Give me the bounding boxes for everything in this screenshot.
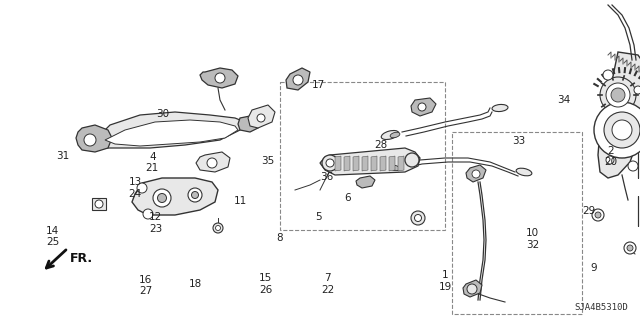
Ellipse shape [390, 132, 400, 138]
Ellipse shape [390, 165, 400, 171]
Text: 31: 31 [56, 151, 69, 161]
Text: 10
32: 10 32 [526, 228, 539, 250]
Bar [92, 198, 106, 210]
Bar [452, 132, 582, 314]
Polygon shape [132, 178, 218, 215]
Circle shape [322, 155, 338, 171]
Ellipse shape [516, 168, 532, 176]
Text: 4
21: 4 21 [146, 152, 159, 174]
Text: 13
24: 13 24 [129, 177, 141, 199]
Circle shape [293, 75, 303, 85]
Polygon shape [200, 68, 238, 88]
Text: FR.: FR. [70, 251, 93, 264]
Circle shape [612, 120, 632, 140]
Text: 12
23: 12 23 [149, 212, 162, 234]
Text: 11: 11 [234, 196, 246, 206]
Text: 28: 28 [374, 140, 387, 150]
Text: 30: 30 [156, 109, 169, 119]
Text: 29: 29 [582, 205, 595, 216]
Text: 9: 9 [590, 263, 596, 273]
Polygon shape [335, 156, 341, 171]
Polygon shape [598, 52, 640, 178]
Circle shape [84, 134, 96, 146]
Polygon shape [398, 156, 404, 171]
Text: 8: 8 [276, 233, 283, 243]
Circle shape [606, 156, 614, 164]
Text: 34: 34 [557, 95, 570, 106]
Circle shape [215, 73, 225, 83]
Circle shape [603, 70, 613, 80]
Circle shape [595, 212, 601, 218]
Polygon shape [411, 98, 436, 116]
Circle shape [627, 245, 633, 251]
Polygon shape [353, 156, 359, 171]
Text: 33: 33 [512, 136, 525, 146]
Circle shape [157, 194, 166, 203]
Circle shape [207, 158, 217, 168]
Polygon shape [466, 165, 486, 182]
Polygon shape [90, 112, 245, 148]
Circle shape [415, 214, 422, 221]
Text: SJA4B5310D: SJA4B5310D [574, 303, 628, 312]
Circle shape [606, 83, 630, 107]
Text: 17: 17 [312, 80, 325, 91]
Polygon shape [356, 176, 375, 188]
Ellipse shape [492, 104, 508, 112]
Circle shape [611, 88, 625, 102]
Circle shape [594, 102, 640, 158]
Circle shape [95, 200, 103, 208]
Polygon shape [362, 156, 368, 171]
Circle shape [592, 209, 604, 221]
Polygon shape [371, 156, 377, 171]
Ellipse shape [381, 130, 399, 139]
Polygon shape [380, 156, 386, 171]
Polygon shape [463, 280, 482, 297]
Circle shape [628, 161, 638, 171]
Circle shape [213, 223, 223, 233]
Polygon shape [248, 105, 275, 128]
Text: 36: 36 [320, 172, 333, 182]
Text: 16
27: 16 27 [140, 275, 152, 296]
Circle shape [257, 114, 265, 122]
Text: 14
25: 14 25 [46, 226, 59, 248]
Polygon shape [196, 152, 230, 172]
Text: 5: 5 [316, 212, 322, 222]
Circle shape [188, 188, 202, 202]
Circle shape [216, 226, 221, 231]
Circle shape [604, 112, 640, 148]
Text: 18: 18 [189, 279, 202, 289]
Circle shape [191, 191, 198, 198]
Text: 2
20: 2 20 [604, 145, 617, 167]
Circle shape [624, 242, 636, 254]
Text: 7
22: 7 22 [321, 273, 334, 295]
Circle shape [634, 86, 640, 94]
Circle shape [472, 170, 480, 178]
Polygon shape [389, 156, 395, 171]
Circle shape [405, 153, 419, 167]
Text: 15
26: 15 26 [259, 273, 272, 295]
Circle shape [326, 159, 334, 167]
Circle shape [467, 284, 477, 294]
Circle shape [411, 211, 425, 225]
Polygon shape [344, 156, 350, 171]
Bar [280, 82, 445, 230]
Polygon shape [105, 120, 238, 146]
Circle shape [418, 103, 426, 111]
Circle shape [143, 209, 153, 219]
Text: 35: 35 [261, 156, 274, 166]
Polygon shape [320, 148, 420, 175]
Polygon shape [286, 68, 310, 90]
Polygon shape [238, 115, 262, 132]
Text: 6: 6 [344, 193, 351, 203]
Text: 1
19: 1 19 [439, 270, 452, 292]
Circle shape [137, 183, 147, 193]
Circle shape [153, 189, 171, 207]
Polygon shape [76, 125, 112, 152]
Ellipse shape [381, 164, 399, 172]
Circle shape [600, 77, 636, 113]
